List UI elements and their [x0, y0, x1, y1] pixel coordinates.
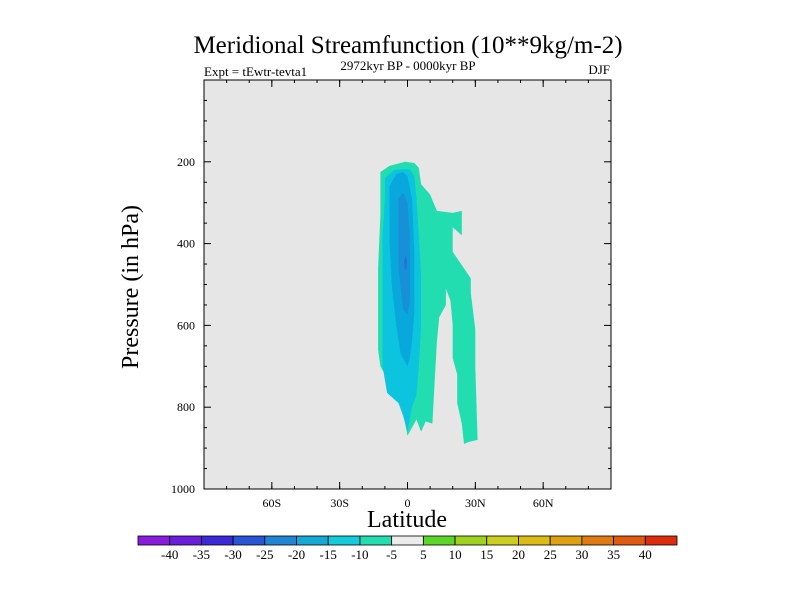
x-tick-label: 30N	[465, 496, 486, 510]
colorbar-label: -40	[161, 547, 178, 562]
x-tick-label: 30S	[330, 496, 349, 510]
colorbar-swatch-11	[486, 535, 519, 546]
y-tick-label: 1000	[171, 482, 195, 496]
colorbar-swatch-4	[264, 535, 297, 546]
colorbar-swatch-10	[454, 535, 488, 546]
colorbar-swatch-5	[296, 535, 329, 546]
axis-tick-labels: 60S 30S 0 30N 60N 200 400 600 800 1000	[171, 155, 554, 510]
colorbar-label: -30	[224, 547, 241, 562]
y-tick-label: 200	[177, 155, 195, 169]
colorbar-label: -10	[351, 547, 368, 562]
colorbar: -40 -35 -30 -25 -20 -15 -10 -5 5 10 15 20 25 30 35 40	[137, 535, 678, 562]
season-label: DJF	[588, 62, 610, 77]
y-tick-label: 800	[177, 400, 195, 414]
colorbar-label: 30	[575, 547, 588, 562]
colorbar-label: 35	[607, 547, 620, 562]
axis-ticks	[203, 80, 612, 490]
colorbar-swatch-8	[391, 535, 424, 546]
y-tick-label: 600	[177, 318, 195, 332]
colorbar-swatch-2	[201, 535, 234, 546]
colorbar-label: 15	[480, 547, 493, 562]
y-axis-label: Pressure (in hPa)	[118, 205, 144, 369]
colorbar-label: -35	[193, 547, 210, 562]
colorbar-swatch-9	[422, 535, 456, 546]
colorbar-swatch-3	[232, 535, 266, 546]
colorbar-label: 40	[639, 547, 652, 562]
chart-title: Meridional Streamfunction (10**9kg/m-2)	[193, 32, 622, 59]
colorbar-swatch-7	[359, 535, 393, 546]
colorbar-label: 25	[544, 547, 557, 562]
period-label: 2972kyr BP - 0000kyr BP	[340, 58, 475, 73]
x-axis-label: Latitude	[367, 507, 447, 533]
colorbar-swatch-1	[169, 535, 202, 546]
colorbar-swatch-0	[137, 535, 171, 546]
colorbar-label: -15	[320, 547, 337, 562]
colorbar-label: -25	[256, 547, 273, 562]
colorbar-label: 20	[512, 547, 525, 562]
colorbar-label: -20	[288, 547, 305, 562]
contour-region-4	[404, 255, 407, 271]
colorbar-swatch-13	[549, 535, 583, 546]
x-tick-label: 60N	[533, 496, 554, 510]
colorbar-swatch-12	[518, 535, 551, 546]
contour-region-3	[398, 192, 410, 316]
colorbar-label: -5	[386, 547, 397, 562]
experiment-label: Expt = tEwtr-tevta1	[204, 64, 307, 79]
colorbar-label: 10	[449, 547, 462, 562]
y-tick-label: 400	[177, 237, 195, 251]
x-tick-label: 0	[405, 496, 411, 510]
colorbar-swatch-14	[581, 535, 614, 546]
colorbar-swatch-15	[613, 535, 646, 546]
x-tick-label: 60S	[262, 496, 281, 510]
colorbar-swatch-6	[327, 535, 361, 546]
colorbar-swatch-16	[644, 535, 678, 546]
contour-layer	[378, 161, 478, 445]
colorbar-label: 5	[420, 547, 427, 562]
